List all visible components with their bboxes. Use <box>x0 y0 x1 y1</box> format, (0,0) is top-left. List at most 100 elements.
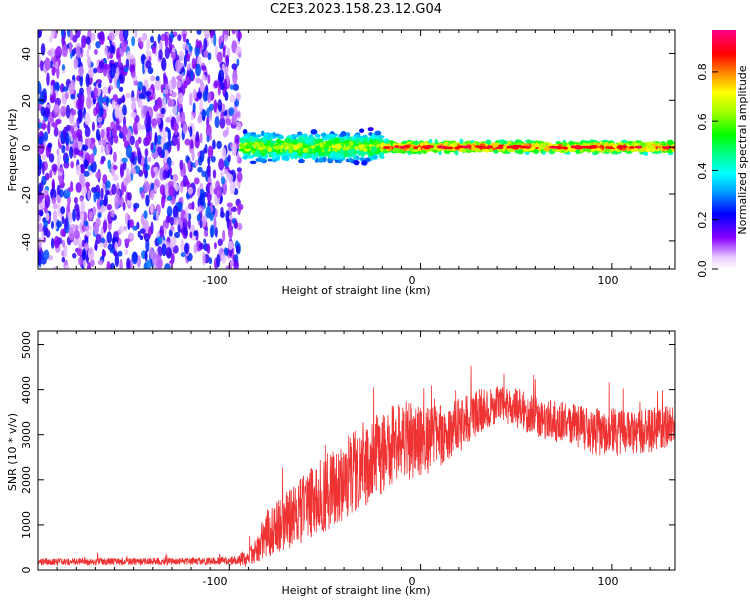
noise-blob <box>86 262 92 269</box>
noise-blob <box>199 99 203 114</box>
noise-blob <box>65 143 69 152</box>
noise-blob <box>113 134 119 144</box>
signal-blob <box>407 150 411 155</box>
noise-blob <box>73 130 77 139</box>
noise-blob <box>61 256 66 263</box>
signal-blob <box>414 140 419 146</box>
noise-blob <box>51 163 58 173</box>
noise-blob <box>157 245 163 258</box>
noise-blob <box>174 231 181 239</box>
signal-peak <box>553 145 559 149</box>
noise-blob <box>162 89 169 95</box>
noise-blob <box>56 220 63 228</box>
noise-blob <box>78 66 84 77</box>
signal-blob <box>417 146 421 152</box>
noise-blob <box>113 250 118 257</box>
signal-blob <box>502 140 508 145</box>
signal-blob <box>254 138 258 142</box>
noise-blob <box>214 116 220 129</box>
noise-blob <box>39 91 46 105</box>
noise-blob <box>110 262 115 269</box>
noise-blob <box>145 194 150 207</box>
noise-blob <box>191 201 195 210</box>
noise-blob <box>38 136 44 145</box>
signal-blob <box>377 135 385 139</box>
noise-blob <box>81 186 88 197</box>
signal-blob <box>551 147 557 152</box>
noise-blob <box>80 212 84 226</box>
noise-blob <box>137 230 141 238</box>
noise-blob <box>130 96 137 103</box>
signal-blob <box>313 139 318 144</box>
signal-peak <box>487 145 494 149</box>
noise-blob <box>76 248 83 257</box>
noise-blob <box>140 124 147 130</box>
noise-blob <box>195 63 202 77</box>
noise-blob <box>124 248 129 255</box>
signal-peak <box>523 146 532 149</box>
snr-minor-ticks <box>38 331 675 571</box>
noise-blob <box>169 216 175 226</box>
noise-blob <box>112 165 118 171</box>
noise-blob <box>183 80 188 89</box>
noise-blob <box>218 69 225 83</box>
signal-blob <box>271 148 276 153</box>
noise-blob <box>86 96 92 110</box>
noise-blob <box>183 226 188 237</box>
noise-blob <box>229 94 236 103</box>
noise-blob <box>83 220 89 227</box>
noise-blob <box>198 242 205 250</box>
noise-blob <box>110 209 115 218</box>
noise-blob <box>197 166 203 173</box>
noise-blob <box>225 54 230 68</box>
noise-blob <box>122 104 127 116</box>
noise-blob <box>43 106 50 119</box>
noise-blob <box>145 90 152 97</box>
signal-blob <box>325 133 332 139</box>
noise-blob <box>207 74 211 85</box>
signal-peak <box>616 146 623 149</box>
noise-blob <box>121 157 128 163</box>
noise-blob <box>203 49 209 58</box>
noise-blob <box>131 251 138 265</box>
signal-blob <box>402 140 408 144</box>
noise-blob <box>100 237 106 244</box>
noise-blob <box>154 78 162 91</box>
signal-blob <box>315 133 320 138</box>
noise-blob <box>57 203 61 217</box>
noise-blob <box>200 79 204 86</box>
signal-blob <box>459 138 464 144</box>
signal-blob <box>485 139 492 145</box>
noise-blob <box>48 153 55 163</box>
noise-blob <box>231 113 237 126</box>
noise-blob <box>177 92 184 104</box>
noise-blob <box>150 204 154 214</box>
noise-blob <box>85 73 90 88</box>
noise-blob <box>199 192 206 207</box>
noise-blob <box>81 174 86 188</box>
noise-blob <box>40 106 46 117</box>
noise-blob <box>98 82 102 89</box>
noise-blob <box>221 63 226 72</box>
noise-blob <box>141 156 146 165</box>
noise-blob <box>119 86 124 92</box>
noise-blob <box>83 159 89 168</box>
noise-blob <box>49 96 55 104</box>
noise-blob <box>70 109 77 116</box>
noise-blob <box>91 121 95 132</box>
noise-blob <box>237 202 242 216</box>
noise-blob <box>132 121 138 134</box>
noise-blob <box>147 156 152 163</box>
snr-ytick-0: 0 <box>20 567 33 574</box>
noise-blob <box>92 206 97 216</box>
noise-blob <box>111 183 117 195</box>
noise-blob <box>68 82 75 95</box>
noise-blob <box>167 97 172 108</box>
noise-blob <box>40 123 47 130</box>
noise-blob <box>126 199 132 205</box>
noise-blob <box>54 48 61 57</box>
noise-blob <box>235 111 241 118</box>
spectrogram-xtick-0: 0 <box>409 274 416 287</box>
noise-blob <box>159 39 163 52</box>
noise-blob <box>182 162 186 176</box>
